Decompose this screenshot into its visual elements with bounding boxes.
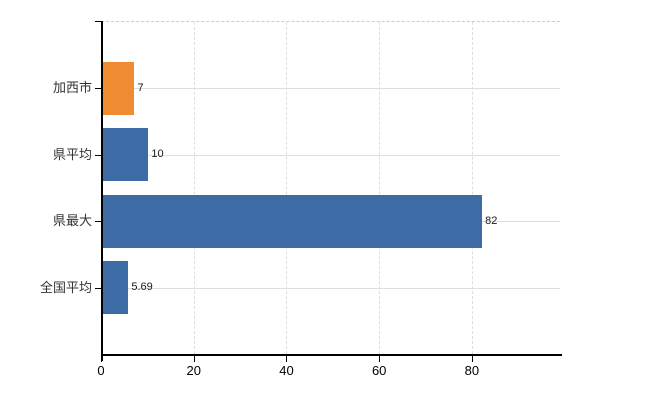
- x-tick-label: 20: [186, 363, 201, 378]
- bar-0: [102, 61, 135, 115]
- x-axis-tick: [379, 356, 381, 362]
- y-axis-tick: [95, 221, 101, 223]
- horizontal-gridline: [101, 154, 560, 156]
- bar-value-label: 7: [137, 81, 144, 94]
- x-axis-tick: [101, 356, 102, 362]
- x-tick-label: 60: [371, 363, 387, 378]
- category-label: 全国平均: [39, 279, 92, 295]
- bar-1: [102, 128, 149, 182]
- horizontal-gridline: [101, 287, 560, 289]
- horizontal-gridline: [101, 88, 560, 90]
- x-tick-label: 0: [97, 363, 105, 378]
- bar-3: [102, 261, 129, 315]
- x-tick-label: 40: [279, 363, 294, 378]
- bar-value-label: 5.69: [131, 281, 153, 294]
- vertical-gridline: [379, 22, 381, 354]
- vertical-gridline: [193, 22, 195, 354]
- bar-value-label: 82: [485, 214, 498, 227]
- bar-value-label: 10: [151, 148, 164, 161]
- category-label: 県平均: [52, 146, 92, 162]
- x-axis-tick: [286, 356, 288, 362]
- y-axis-line: [101, 21, 103, 361]
- x-axis-line: [101, 354, 562, 356]
- y-axis-tick: [95, 88, 101, 90]
- vertical-gridline: [471, 22, 473, 354]
- x-axis-tick: [193, 356, 195, 362]
- vertical-gridline: [286, 22, 288, 354]
- y-axis-top-tick: [95, 21, 101, 22]
- x-tick-label: 80: [464, 363, 480, 378]
- bar-2: [102, 194, 483, 248]
- y-axis-tick: [95, 154, 101, 156]
- category-label: 県最大: [52, 213, 92, 229]
- category-label: 加西市: [52, 80, 92, 96]
- y-axis-tick: [95, 287, 101, 289]
- plot-top-border: [101, 21, 560, 22]
- x-axis-tick: [471, 356, 473, 362]
